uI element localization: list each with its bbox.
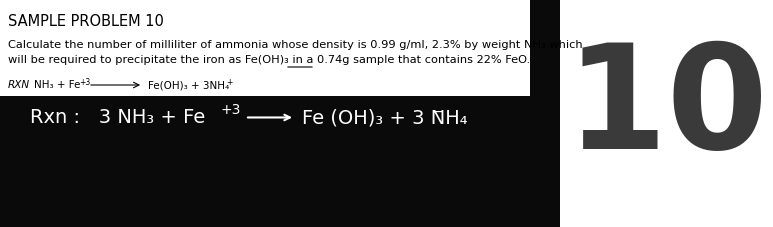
Text: NH₃ + Fe: NH₃ + Fe [34, 80, 80, 90]
Text: Fe (OH)₃ + 3 NH₄: Fe (OH)₃ + 3 NH₄ [302, 109, 468, 128]
Text: RXN: RXN [8, 80, 30, 90]
Text: +3: +3 [220, 104, 240, 118]
Text: +3: +3 [79, 78, 90, 87]
Text: Rxn :   3 NH₃ + Fe: Rxn : 3 NH₃ + Fe [30, 109, 206, 128]
Text: SAMPLE PROBLEM 10: SAMPLE PROBLEM 10 [8, 14, 164, 29]
Text: −: − [432, 104, 444, 118]
Text: +: + [226, 78, 233, 87]
Bar [530, 0, 560, 227]
Text: will be required to precipitate the iron as Fe(OH)₃ in a 0.74g sample that conta: will be required to precipitate the iron… [8, 55, 530, 65]
Bar [0, 96, 560, 227]
Text: 10: 10 [565, 38, 768, 180]
Text: Fe(OH)₃ + 3NH₄: Fe(OH)₃ + 3NH₄ [148, 80, 230, 90]
Text: Calculate the number of milliliter of ammonia whose density is 0.99 g/ml, 2.3% b: Calculate the number of milliliter of am… [8, 40, 583, 50]
